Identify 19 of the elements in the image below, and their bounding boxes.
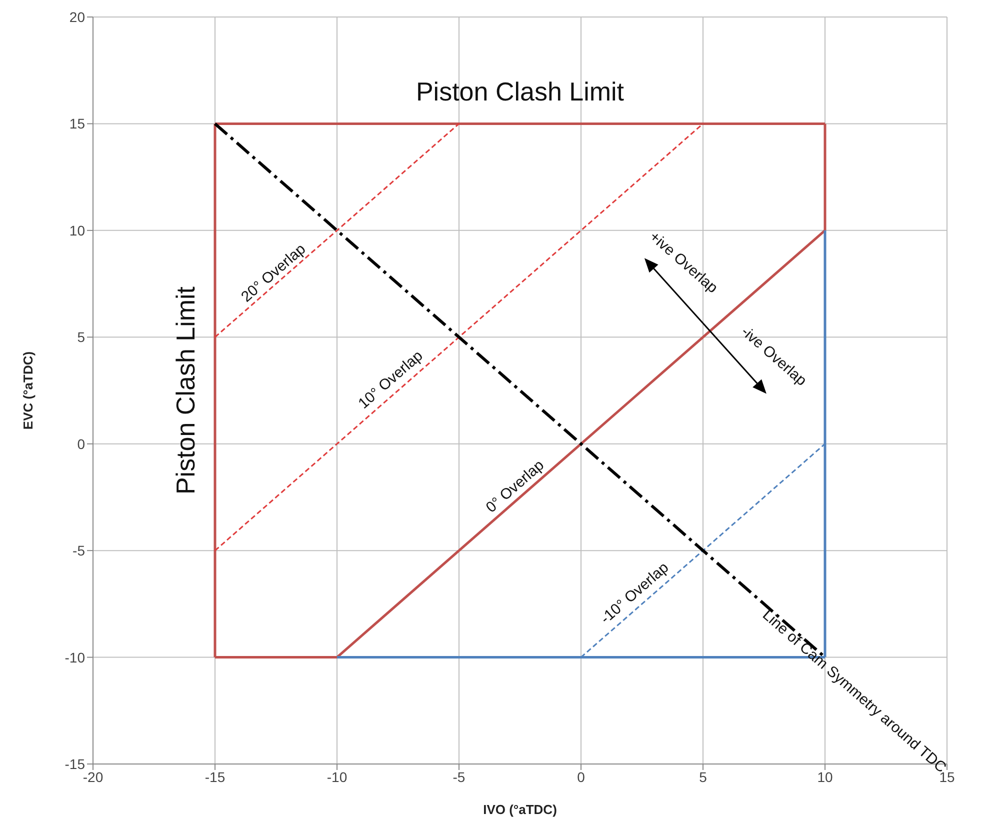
y-tick-label: 15 [69, 116, 86, 132]
y-tick-label: 10 [69, 222, 86, 238]
y-tick-label: -5 [72, 542, 86, 559]
annotation: Piston Clash Limit [416, 76, 625, 107]
x-tick-label: -5 [452, 768, 466, 785]
y-axis-title: EVC (°aTDC) [20, 351, 36, 430]
annotation: Piston Clash Limit [170, 286, 201, 495]
y-tick-label: -10 [64, 649, 86, 666]
x-tick-label: -20 [82, 768, 104, 785]
x-tick-label: -15 [204, 768, 226, 785]
x-axis-title: IVO (°aTDC) [483, 802, 557, 817]
y-tick-label: 20 [69, 8, 86, 25]
x-tick-label: 0 [577, 768, 586, 785]
x-tick-label: -10 [326, 768, 348, 785]
x-tick-label: 5 [699, 768, 708, 785]
y-tick-label: -15 [64, 756, 86, 772]
y-tick-label: 0 [77, 436, 86, 452]
x-tick-label: 10 [817, 768, 833, 785]
y-tick-label: 5 [77, 329, 86, 346]
